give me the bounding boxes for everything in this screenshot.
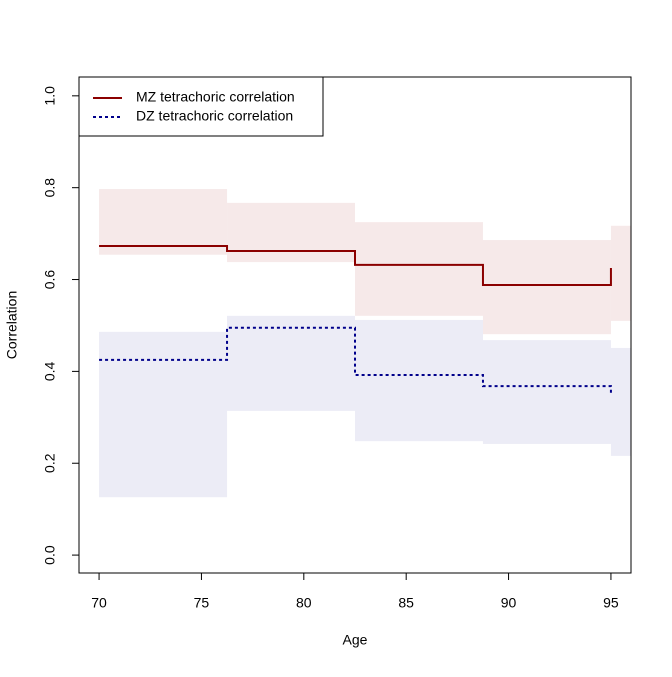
legend-label: DZ tetrachoric correlation xyxy=(136,108,293,124)
y-tick-label: 0.8 xyxy=(42,178,58,198)
ci-band xyxy=(610,347,631,456)
ci-band xyxy=(355,319,483,442)
y-axis-label: Correlation xyxy=(4,291,20,359)
ci-band xyxy=(99,331,228,498)
x-tick-label: 75 xyxy=(194,595,210,611)
step-line xyxy=(99,326,612,395)
x-tick-label: 80 xyxy=(296,595,312,611)
ci-band xyxy=(482,240,611,335)
ci-band xyxy=(482,340,611,444)
plot-frame xyxy=(78,76,632,574)
y-tick-label: 0.2 xyxy=(42,453,58,473)
x-axis-label: Age xyxy=(343,632,368,648)
ci-band xyxy=(355,222,483,316)
plot-area xyxy=(99,189,631,498)
x-tick-label: 85 xyxy=(398,595,414,611)
x-tick-label: 90 xyxy=(501,595,517,611)
y-tick-label: 0.4 xyxy=(42,361,58,381)
y-tick-label: 1.0 xyxy=(42,86,58,106)
legend-label: MZ tetrachoric correlation xyxy=(136,89,295,105)
ci-band xyxy=(99,189,228,255)
ci-band xyxy=(227,315,355,411)
ci-band xyxy=(227,202,355,263)
x-tick-label: 95 xyxy=(603,595,619,611)
y-tick-label: 0.6 xyxy=(42,270,58,290)
ci-band xyxy=(610,225,631,321)
x-tick-label: 70 xyxy=(91,595,107,611)
y-tick-label: 0.0 xyxy=(42,545,58,565)
legend-box xyxy=(78,76,324,137)
step-line xyxy=(99,245,612,287)
